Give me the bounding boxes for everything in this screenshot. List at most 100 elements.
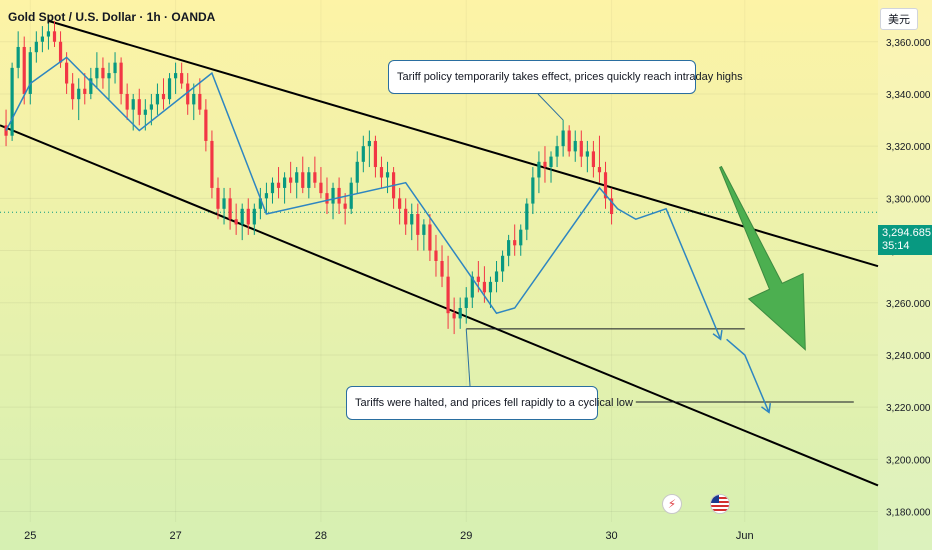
candle-body	[125, 93, 129, 110]
candle-body	[555, 146, 559, 157]
chart-title: Gold Spot / U.S. Dollar · 1h · OANDA	[8, 10, 216, 24]
channel-line-lower	[0, 124, 879, 487]
candle-body	[482, 281, 487, 293]
callout-pointer-top	[537, 93, 564, 121]
candle-body	[488, 281, 493, 293]
candle-body	[476, 276, 480, 282]
y-tick-label: 3,260.000	[886, 299, 931, 310]
wave-arrowhead	[712, 329, 723, 341]
candle-body	[210, 140, 214, 188]
candle-body	[83, 88, 87, 94]
candle-body	[270, 182, 275, 194]
candle-body	[155, 93, 160, 105]
current-price-label: 3,294.685	[882, 227, 931, 239]
candle-body	[385, 172, 390, 178]
candle-body	[22, 46, 26, 94]
candle-body	[301, 172, 305, 188]
y-tick-label: 3,360.000	[886, 38, 931, 49]
candle-body	[186, 83, 190, 105]
candle-body	[500, 255, 505, 272]
candle-body	[537, 161, 541, 178]
candle-body	[367, 140, 371, 147]
candle-body	[567, 130, 571, 152]
candle-body	[440, 261, 444, 277]
callout-pointer-bottom	[465, 328, 471, 387]
candle-body	[379, 167, 384, 178]
candle-body	[276, 182, 281, 188]
candle-body	[494, 271, 499, 282]
us-flag-icon[interactable]	[710, 494, 730, 514]
x-tick-label: 30	[605, 530, 617, 542]
candle-body	[143, 109, 147, 115]
x-tick-label: 29	[460, 530, 472, 542]
candle-body	[222, 198, 226, 209]
candle-body	[246, 208, 250, 225]
candle-body	[513, 240, 517, 246]
candle-body	[549, 156, 553, 168]
candle-body	[71, 83, 75, 100]
lightning-icon[interactable]: ⚡	[662, 494, 682, 514]
candle-body	[240, 208, 244, 225]
candle-body	[40, 36, 44, 42]
candle-body	[137, 99, 141, 115]
candle-body	[101, 67, 105, 79]
channel-line-upper	[48, 19, 879, 268]
candle-body	[95, 67, 99, 79]
y-tick-label: 3,320.000	[886, 142, 931, 153]
current-price-badge: 3,294.685 35:14	[878, 225, 932, 255]
candle-body	[464, 297, 468, 308]
candle-body	[216, 187, 220, 209]
candle-body	[4, 125, 8, 136]
candle-body	[113, 62, 117, 74]
candle-body	[65, 62, 69, 84]
candle-body	[307, 172, 311, 188]
candle-body	[579, 140, 583, 157]
candle-body	[252, 208, 256, 225]
candle-body	[543, 161, 547, 168]
candle-body	[404, 208, 408, 225]
y-tick-label: 3,340.000	[886, 90, 931, 101]
candle-body	[149, 104, 153, 110]
candle-body	[573, 140, 577, 152]
y-tick-label: 3,240.000	[886, 351, 931, 362]
candle-body	[416, 214, 420, 235]
candle-body	[373, 140, 378, 168]
candle-body	[585, 151, 589, 157]
candle-body	[597, 167, 602, 173]
candle-body	[107, 73, 111, 79]
candle-body	[289, 177, 293, 183]
candle-body	[603, 172, 608, 199]
currency-button[interactable]: 美元	[880, 8, 918, 30]
annotation-top[interactable]: Tariff policy temporarily takes effect, …	[388, 60, 743, 94]
y-tick-label: 3,300.000	[886, 194, 931, 205]
candle-body	[337, 187, 341, 204]
candle-body	[446, 276, 450, 314]
candle-body	[119, 62, 123, 94]
bearish-arrow	[719, 165, 806, 351]
candle-body	[58, 41, 63, 63]
candle-body	[361, 146, 365, 162]
projection-arrowhead	[761, 403, 772, 414]
x-tick-label: Jun	[736, 530, 754, 542]
candle-body	[343, 203, 347, 209]
y-tick-label: 3,200.000	[886, 455, 931, 466]
candle-body	[10, 67, 14, 136]
candle-body	[331, 187, 335, 204]
candle-body	[591, 151, 596, 168]
candle-body	[319, 182, 323, 194]
candle-body	[34, 41, 38, 53]
candle-body	[428, 224, 432, 251]
candle-body	[77, 88, 81, 100]
x-tick-label: 27	[169, 530, 181, 542]
projection-path	[726, 338, 770, 413]
candle-body	[531, 177, 535, 204]
annotation-bottom[interactable]: Tariffs were halted, and prices fell rap…	[346, 386, 633, 420]
candle-body	[16, 46, 20, 68]
candle-body	[264, 193, 269, 199]
x-tick-label: 28	[315, 530, 327, 542]
candle-body	[282, 177, 287, 188]
candle-body	[28, 52, 32, 94]
candle-body	[161, 93, 166, 100]
candle-body	[89, 78, 93, 94]
